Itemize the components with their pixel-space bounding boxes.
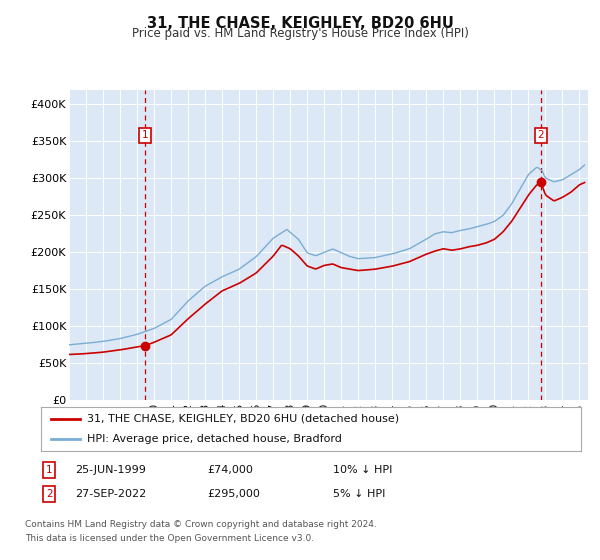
Text: 1: 1 <box>46 465 53 475</box>
Text: HPI: Average price, detached house, Bradford: HPI: Average price, detached house, Brad… <box>87 434 341 444</box>
Text: Price paid vs. HM Land Registry's House Price Index (HPI): Price paid vs. HM Land Registry's House … <box>131 27 469 40</box>
Text: £295,000: £295,000 <box>207 489 260 499</box>
Text: 2: 2 <box>46 489 53 499</box>
Text: This data is licensed under the Open Government Licence v3.0.: This data is licensed under the Open Gov… <box>25 534 314 543</box>
Text: 31, THE CHASE, KEIGHLEY, BD20 6HU (detached house): 31, THE CHASE, KEIGHLEY, BD20 6HU (detac… <box>87 414 399 424</box>
Text: 31, THE CHASE, KEIGHLEY, BD20 6HU: 31, THE CHASE, KEIGHLEY, BD20 6HU <box>146 16 454 31</box>
Text: Contains HM Land Registry data © Crown copyright and database right 2024.: Contains HM Land Registry data © Crown c… <box>25 520 377 529</box>
Text: 5% ↓ HPI: 5% ↓ HPI <box>333 489 385 499</box>
Text: 27-SEP-2022: 27-SEP-2022 <box>75 489 146 499</box>
Text: 2: 2 <box>538 130 544 141</box>
Text: £74,000: £74,000 <box>207 465 253 475</box>
Text: 1: 1 <box>142 130 149 141</box>
Text: 25-JUN-1999: 25-JUN-1999 <box>75 465 146 475</box>
Text: 10% ↓ HPI: 10% ↓ HPI <box>333 465 392 475</box>
